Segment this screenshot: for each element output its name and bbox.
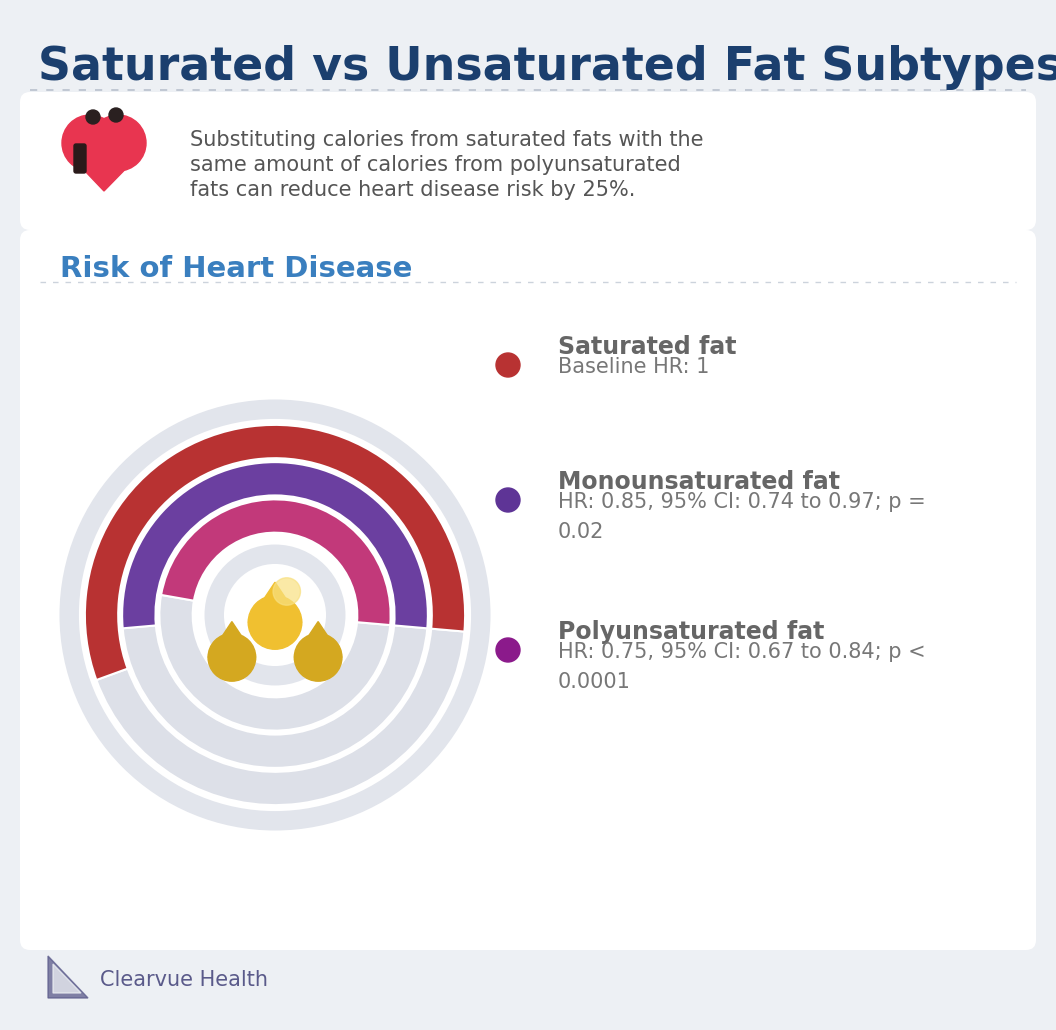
Text: 0.0001: 0.0001 <box>558 672 630 692</box>
Text: Saturated vs Unsaturated Fat Subtypes: Saturated vs Unsaturated Fat Subtypes <box>38 45 1056 90</box>
Circle shape <box>208 633 256 681</box>
Polygon shape <box>64 149 145 191</box>
Text: Baseline HR: 1: Baseline HR: 1 <box>558 357 710 377</box>
Text: HR: 0.75, 95% CI: 0.67 to 0.84; p <: HR: 0.75, 95% CI: 0.67 to 0.84; p < <box>558 642 926 662</box>
Wedge shape <box>96 628 465 805</box>
Wedge shape <box>122 625 428 768</box>
Text: 0.02: 0.02 <box>558 522 604 542</box>
FancyBboxPatch shape <box>20 92 1036 230</box>
Circle shape <box>496 353 520 377</box>
Circle shape <box>90 115 146 171</box>
Wedge shape <box>159 595 391 730</box>
Polygon shape <box>248 582 302 622</box>
Text: Substituting calories from saturated fats with the: Substituting calories from saturated fat… <box>190 130 703 150</box>
Wedge shape <box>162 500 391 625</box>
Circle shape <box>86 110 100 124</box>
Text: HR: 0.85, 95% CI: 0.74 to 0.97; p =: HR: 0.85, 95% CI: 0.74 to 0.97; p = <box>558 492 926 512</box>
Text: Polyunsaturated fat: Polyunsaturated fat <box>558 620 825 644</box>
Text: fats can reduce heart disease risk by 25%.: fats can reduce heart disease risk by 25… <box>190 180 636 200</box>
Polygon shape <box>48 956 88 998</box>
Wedge shape <box>84 425 465 680</box>
Circle shape <box>62 115 118 171</box>
Text: Risk of Heart Disease: Risk of Heart Disease <box>60 255 413 283</box>
Text: Saturated fat: Saturated fat <box>558 335 736 359</box>
FancyBboxPatch shape <box>74 144 86 173</box>
Circle shape <box>109 108 122 122</box>
Circle shape <box>496 488 520 512</box>
Circle shape <box>274 578 301 606</box>
Polygon shape <box>53 964 81 993</box>
Wedge shape <box>122 462 428 628</box>
Text: same amount of calories from polyunsaturated: same amount of calories from polyunsatur… <box>190 154 681 175</box>
Polygon shape <box>208 621 256 657</box>
Circle shape <box>295 633 342 681</box>
Text: Monounsaturated fat: Monounsaturated fat <box>558 470 840 494</box>
Polygon shape <box>295 621 342 657</box>
Circle shape <box>496 638 520 662</box>
FancyBboxPatch shape <box>20 230 1036 950</box>
Text: Clearvue Health: Clearvue Health <box>100 970 268 990</box>
Circle shape <box>248 595 302 649</box>
